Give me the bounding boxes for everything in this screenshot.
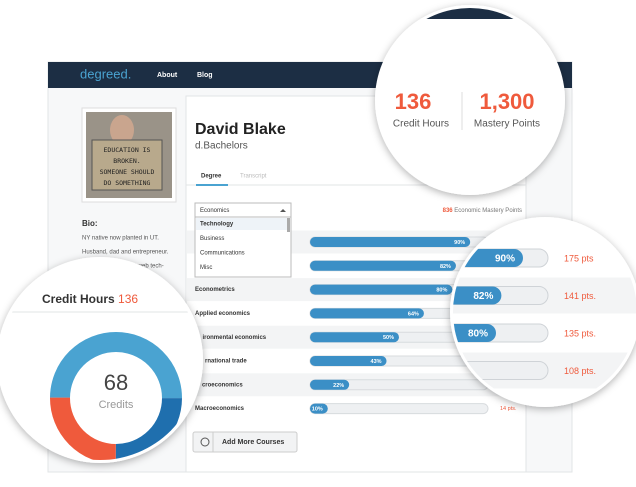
progress-label: 80% [436,288,447,294]
zoom-nav [378,8,562,19]
dropdown-option[interactable]: Business [200,236,224,242]
course-points: 108 pts. [564,366,596,376]
dropdown-arrow [280,209,286,212]
profile-degree: d.Bachelors [195,141,248,152]
progress-label: 90% [495,254,515,265]
button-label[interactable]: Add More Courses [222,439,284,446]
dropdown-select[interactable] [194,202,292,218]
bio-line: Husband, dad and entrepreneur. [82,250,169,256]
progress-label: 82% [440,264,451,270]
credits-title-text: Credit Hours [42,292,115,306]
dropdown-highlight [196,218,290,230]
progress-label: 90% [454,240,465,246]
course-name: rnational trade [205,359,247,365]
nav-link[interactable]: Blog [197,72,213,79]
dropdown-option[interactable]: Communications [200,251,245,257]
donut-segment [50,332,182,460]
progress-label: 82% [473,291,493,302]
add-courses-button[interactable] [192,431,298,453]
course-name: croeconomics [202,382,243,388]
progress-label: 10% [312,407,323,413]
sign-text: BROKEN. [113,157,140,165]
donut-segment [50,332,182,460]
progress-track [309,403,489,415]
profile-name: David Blake [195,121,286,138]
dropdown-selected: Economics [200,208,229,214]
photo-sign [91,139,163,191]
zoom-stats-lens [375,5,565,195]
progress-fill [310,284,453,295]
credit-hours-label: Credit Hours [393,119,449,130]
progress-fill [310,379,350,390]
sign-text: EDUCATION IS [104,146,151,154]
tab[interactable]: Transcript [240,174,267,180]
credits-title: Credit Hours 136 [42,292,138,306]
mastery-points-label: Mastery Points [474,119,540,130]
progress-track [453,361,549,380]
zoom-credits-lens [0,257,203,463]
credits-count: 68 [104,370,128,395]
dropdown-scrollbar [287,218,290,232]
course-name: Macroeconomics [195,406,245,412]
course-points: 14 pts. [500,406,517,412]
bio-line: NY native now planted in UT. [82,236,159,242]
progress-fill [310,356,387,366]
course-points: 135 pts. [564,328,596,338]
progress-fill [310,332,399,343]
progress-label: 64% [408,311,419,317]
mastery-label: Economic Mastery Points [454,208,522,214]
progress-label: 50% [383,335,394,341]
button-icon [200,437,210,447]
credit-hours-value: 136 [395,89,432,114]
course-name: ironmental economics [202,335,266,341]
sign-text: SOMEONE SHOULD [100,168,155,176]
progress-label: 80% [468,329,488,340]
progress-fill [310,308,424,319]
course-name: Applied economics [195,311,251,317]
sign-text: DO SOMETHING [104,179,151,187]
course-points: 141 pts. [564,291,596,301]
course-name: Econometrics [195,287,235,293]
progress-fill [310,260,456,271]
donut-segment [50,332,182,460]
progress-label: 22% [333,383,344,389]
mastery-summary: 836 Economic Mastery Points [443,208,522,214]
photo-face [110,115,134,145]
progress-fill [310,237,471,247]
logo[interactable]: degreed. [80,66,131,81]
mastery-points-value: 1,300 [479,89,534,114]
tab[interactable]: Degree [201,174,222,180]
course-points: 175 pts [564,253,594,263]
dropdown-option[interactable]: Technology [200,222,234,228]
nav-link[interactable]: About [157,72,178,79]
progress-label: 43% [371,359,382,365]
credits-label: Credits [99,399,134,411]
mastery-points: 836 [443,208,454,214]
bio-title: Bio: [82,219,98,228]
dropdown-option[interactable]: Misc [200,265,212,271]
progress-fill [310,403,328,414]
credits-hours: 136 [118,292,138,306]
